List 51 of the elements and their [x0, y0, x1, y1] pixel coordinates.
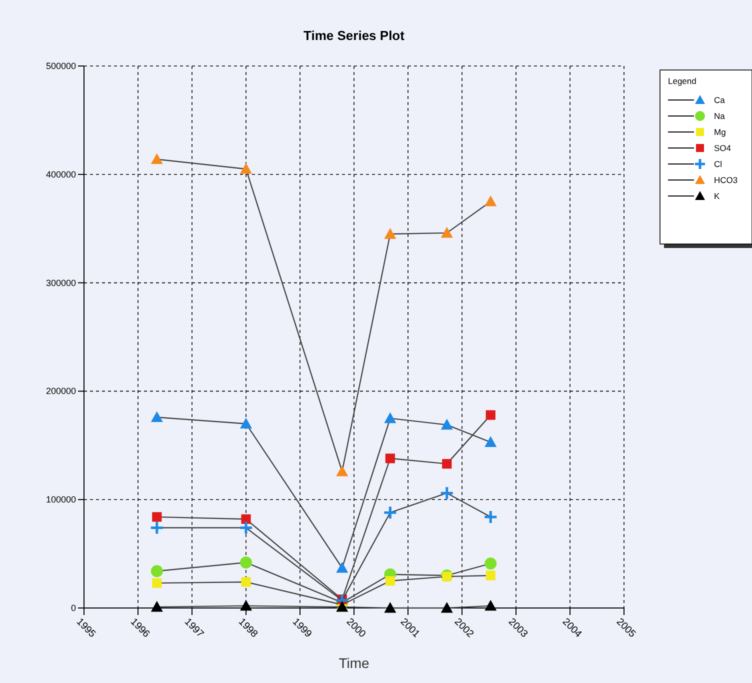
point [240, 162, 252, 174]
point [150, 565, 163, 578]
point [150, 411, 163, 422]
point [152, 578, 162, 588]
legend-title: Legend [668, 76, 697, 86]
point [440, 602, 453, 613]
point [384, 228, 396, 239]
y-tick-label: 100000 [46, 494, 76, 505]
y-tick-label: 400000 [46, 169, 76, 180]
legend-label: SO4 [714, 143, 732, 153]
point [484, 436, 497, 447]
point [483, 510, 498, 524]
point [241, 514, 251, 524]
point [442, 572, 452, 582]
y-tick-label: 500000 [46, 61, 76, 71]
point [336, 562, 348, 573]
point [241, 577, 251, 587]
point [486, 410, 496, 420]
legend-label: HCO3 [714, 175, 738, 185]
point [240, 418, 252, 429]
point [238, 520, 254, 536]
point [240, 600, 252, 611]
point [484, 196, 497, 206]
point [484, 600, 497, 611]
point [382, 505, 398, 520]
point [384, 602, 396, 613]
point [442, 459, 452, 469]
legend-label: K [714, 191, 720, 201]
point [440, 226, 453, 238]
y-tick-label: 200000 [46, 386, 76, 396]
chart-title: Time Series Plot [304, 28, 406, 43]
point [150, 520, 164, 536]
y-tick-label: 0 [70, 603, 76, 613]
point [336, 465, 348, 476]
legend-label: Na [714, 111, 726, 121]
point [150, 153, 163, 164]
point [385, 576, 395, 586]
point [440, 418, 453, 430]
point [152, 512, 162, 522]
point [384, 412, 396, 424]
legend-label: Cl [714, 159, 722, 169]
point [486, 570, 496, 580]
point [484, 558, 497, 570]
point [150, 600, 163, 612]
point [240, 556, 252, 568]
point [385, 454, 395, 464]
point [440, 486, 454, 500]
legend-label: Mg [714, 127, 726, 137]
legend-label: Ca [714, 95, 726, 105]
y-tick-label: 300000 [46, 278, 76, 288]
x-axis-title: Time [338, 655, 370, 671]
